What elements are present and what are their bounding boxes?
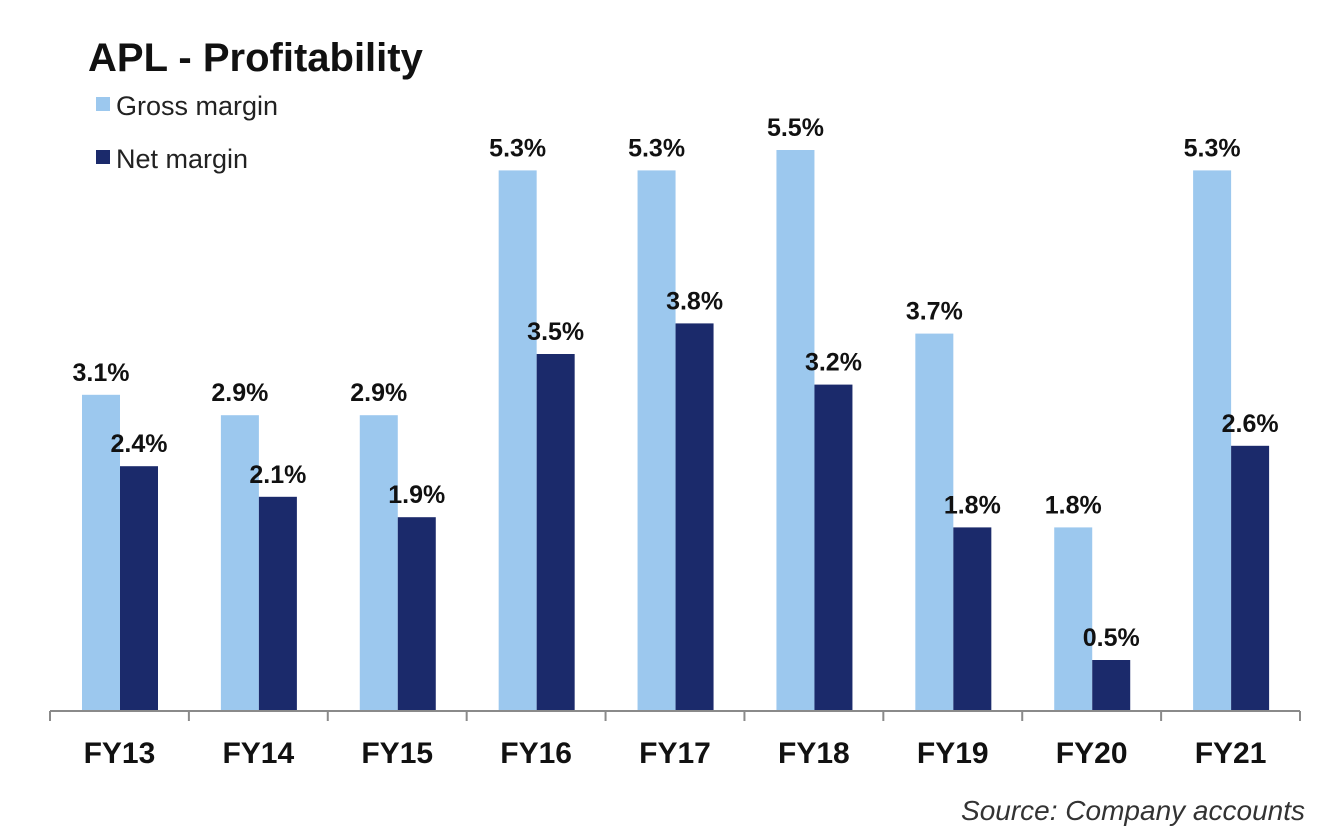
- bars-layer: [82, 150, 1270, 711]
- category-labels-layer: FY13 FY14 FY15 FY16 FY17 FY18 FY19 FY20 FY21: [84, 737, 1267, 770]
- bar-gross-margin-fy18: [776, 150, 815, 711]
- bar-gross-margin-fy13: [82, 394, 120, 711]
- source-note: Source: Company accounts: [961, 795, 1305, 826]
- legend-label-net-margin: Net margin: [116, 144, 248, 174]
- value-label-gross-margin-fy14: 2.9%: [211, 379, 268, 407]
- bar-net-margin-fy14: [258, 496, 297, 711]
- value-label-gross-margin-fy17: 5.3%: [628, 134, 685, 162]
- chart-title: APL - Profitability: [88, 36, 424, 80]
- value-label-net-margin-fy17: 3.8%: [666, 287, 723, 315]
- bar-gross-margin-fy21: [1193, 170, 1232, 711]
- bar-gross-margin-fy15: [359, 415, 398, 711]
- bar-gross-margin-fy16: [498, 170, 537, 711]
- bar-net-margin-fy21: [1231, 445, 1270, 711]
- tick-marks-layer: [49, 711, 1301, 721]
- bar-net-margin-fy17: [675, 323, 714, 711]
- bar-net-margin-fy15: [397, 517, 436, 711]
- category-label-fy17: FY17: [639, 737, 711, 770]
- value-label-gross-margin-fy13: 3.1%: [73, 359, 130, 387]
- value-label-gross-margin-fy20: 1.8%: [1045, 491, 1102, 519]
- value-label-gross-margin-fy15: 2.9%: [350, 379, 407, 407]
- value-label-net-margin-fy21: 2.6%: [1222, 410, 1279, 438]
- value-label-net-margin-fy20: 0.5%: [1083, 624, 1140, 652]
- value-label-net-margin-fy14: 2.1%: [249, 461, 306, 489]
- value-label-net-margin-fy18: 3.2%: [805, 349, 862, 377]
- category-label-fy14: FY14: [222, 737, 294, 770]
- bar-net-margin-fy16: [536, 354, 575, 711]
- value-label-net-margin-fy15: 1.9%: [388, 481, 445, 509]
- bar-gross-margin-fy19: [915, 333, 954, 711]
- category-label-fy13: FY13: [84, 737, 156, 770]
- bar-net-margin-fy20: [1092, 660, 1131, 711]
- value-label-gross-margin-fy19: 3.7%: [906, 298, 963, 326]
- bar-gross-margin-fy17: [637, 170, 676, 711]
- bar-net-margin-fy18: [814, 384, 853, 711]
- category-label-fy21: FY21: [1195, 737, 1267, 770]
- value-label-gross-margin-fy18: 5.5%: [767, 114, 824, 142]
- value-label-gross-margin-fy16: 5.3%: [489, 134, 546, 162]
- legend-label-gross-margin: Gross margin: [116, 91, 278, 121]
- bar-net-margin-fy13: [120, 466, 158, 711]
- value-labels-layer: 3.1% 2.4% 2.9% 2.1% 2.9% 1.9% 5.3% 3.5% 5.3% 3.8%…: [73, 114, 1279, 652]
- legend-swatch-net-margin: [96, 150, 110, 164]
- value-label-net-margin-fy13: 2.4%: [111, 430, 168, 458]
- bar-net-margin-fy19: [953, 527, 992, 711]
- bar-gross-margin-fy20: [1054, 527, 1093, 711]
- value-label-net-margin-fy19: 1.8%: [944, 491, 1001, 519]
- category-label-fy18: FY18: [778, 737, 850, 770]
- category-label-fy20: FY20: [1056, 737, 1128, 770]
- category-label-fy16: FY16: [500, 737, 572, 770]
- legend-swatch-gross-margin: [96, 97, 110, 111]
- bar-gross-margin-fy14: [220, 415, 259, 711]
- value-label-net-margin-fy16: 3.5%: [527, 318, 584, 346]
- value-label-gross-margin-fy21: 5.3%: [1184, 134, 1241, 162]
- category-label-fy19: FY19: [917, 737, 989, 770]
- category-label-fy15: FY15: [361, 737, 433, 770]
